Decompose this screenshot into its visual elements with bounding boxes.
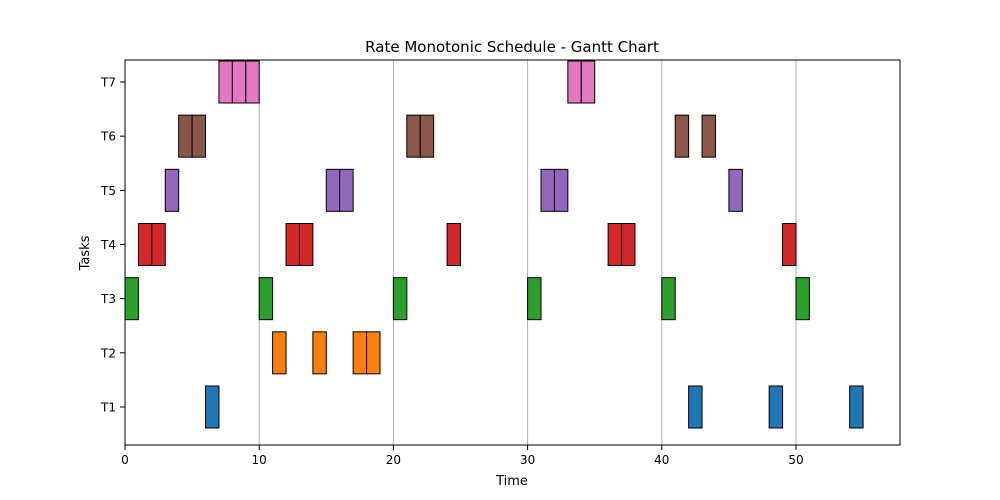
bar-t3-0 <box>124 277 139 321</box>
x-tick-label-30: 30 <box>520 453 535 467</box>
x-tick-label-20: 20 <box>386 453 401 467</box>
bar-t7-4 <box>580 60 596 104</box>
y-tick-label-t4: T4 <box>100 238 116 252</box>
task-bars <box>124 60 864 429</box>
bar-t4-4 <box>446 223 461 266</box>
axes: 0 10 20 30 40 50 T1 T2 T3 T4 T5 T6 T7 <box>100 59 901 467</box>
bar-t4-3 <box>298 223 314 266</box>
x-tick-label-50: 50 <box>788 453 803 467</box>
bar-t7-1 <box>231 60 247 104</box>
bar-t4-7 <box>782 223 797 266</box>
bar-t5-1 <box>325 168 341 212</box>
bar-t2-3 <box>366 331 381 375</box>
bar-t5-5 <box>728 168 743 212</box>
bar-t5-4 <box>553 168 569 212</box>
plot-frame <box>124 59 901 446</box>
bar-t1-3 <box>849 385 864 429</box>
x-tick-label-0: 0 <box>121 453 129 467</box>
bar-t4-5 <box>607 223 623 266</box>
y-tick-label-t1: T1 <box>100 401 116 415</box>
bar-t1-0 <box>205 385 220 429</box>
bar-t3-2 <box>392 277 408 321</box>
bar-t6-1 <box>191 114 207 158</box>
bar-t6-4 <box>674 114 690 158</box>
bar-t6-3 <box>419 114 435 158</box>
bar-t2-1 <box>312 331 327 375</box>
bar-t5-0 <box>164 168 180 212</box>
bar-t6-5 <box>701 114 716 158</box>
bar-t3-1 <box>258 277 274 321</box>
x-tick-label-40: 40 <box>654 453 669 467</box>
y-axis-label: Tasks <box>78 235 93 271</box>
bar-t7-2 <box>245 60 260 104</box>
y-tick-label-t2: T2 <box>100 346 116 360</box>
y-tick-label-t6: T6 <box>100 130 116 144</box>
x-axis-label: Time <box>495 474 528 489</box>
x-tick-label-10: 10 <box>252 453 267 467</box>
bar-t3-3 <box>527 277 542 321</box>
bar-t1-2 <box>768 385 784 429</box>
bar-t4-0 <box>137 223 153 266</box>
bar-t3-5 <box>795 277 810 321</box>
bar-t3-4 <box>661 277 676 321</box>
y-tick-label-t3: T3 <box>100 292 116 306</box>
bar-t2-0 <box>272 331 287 375</box>
bar-t5-2 <box>339 168 354 212</box>
bar-t4-2 <box>285 223 300 266</box>
bar-t2-2 <box>352 331 368 375</box>
bar-t7-3 <box>567 60 582 104</box>
bar-t4-6 <box>621 223 636 266</box>
bar-t6-0 <box>178 114 193 158</box>
bar-t7-0 <box>218 60 233 104</box>
y-tick-label-t5: T5 <box>100 184 116 198</box>
bar-t6-2 <box>406 114 421 158</box>
bar-t4-1 <box>151 223 166 266</box>
bar-t5-3 <box>540 168 555 212</box>
bar-t1-1 <box>688 385 703 429</box>
y-tick-label-t7: T7 <box>100 76 116 90</box>
chart-title: Rate Monotonic Schedule - Gantt Chart <box>365 38 659 56</box>
